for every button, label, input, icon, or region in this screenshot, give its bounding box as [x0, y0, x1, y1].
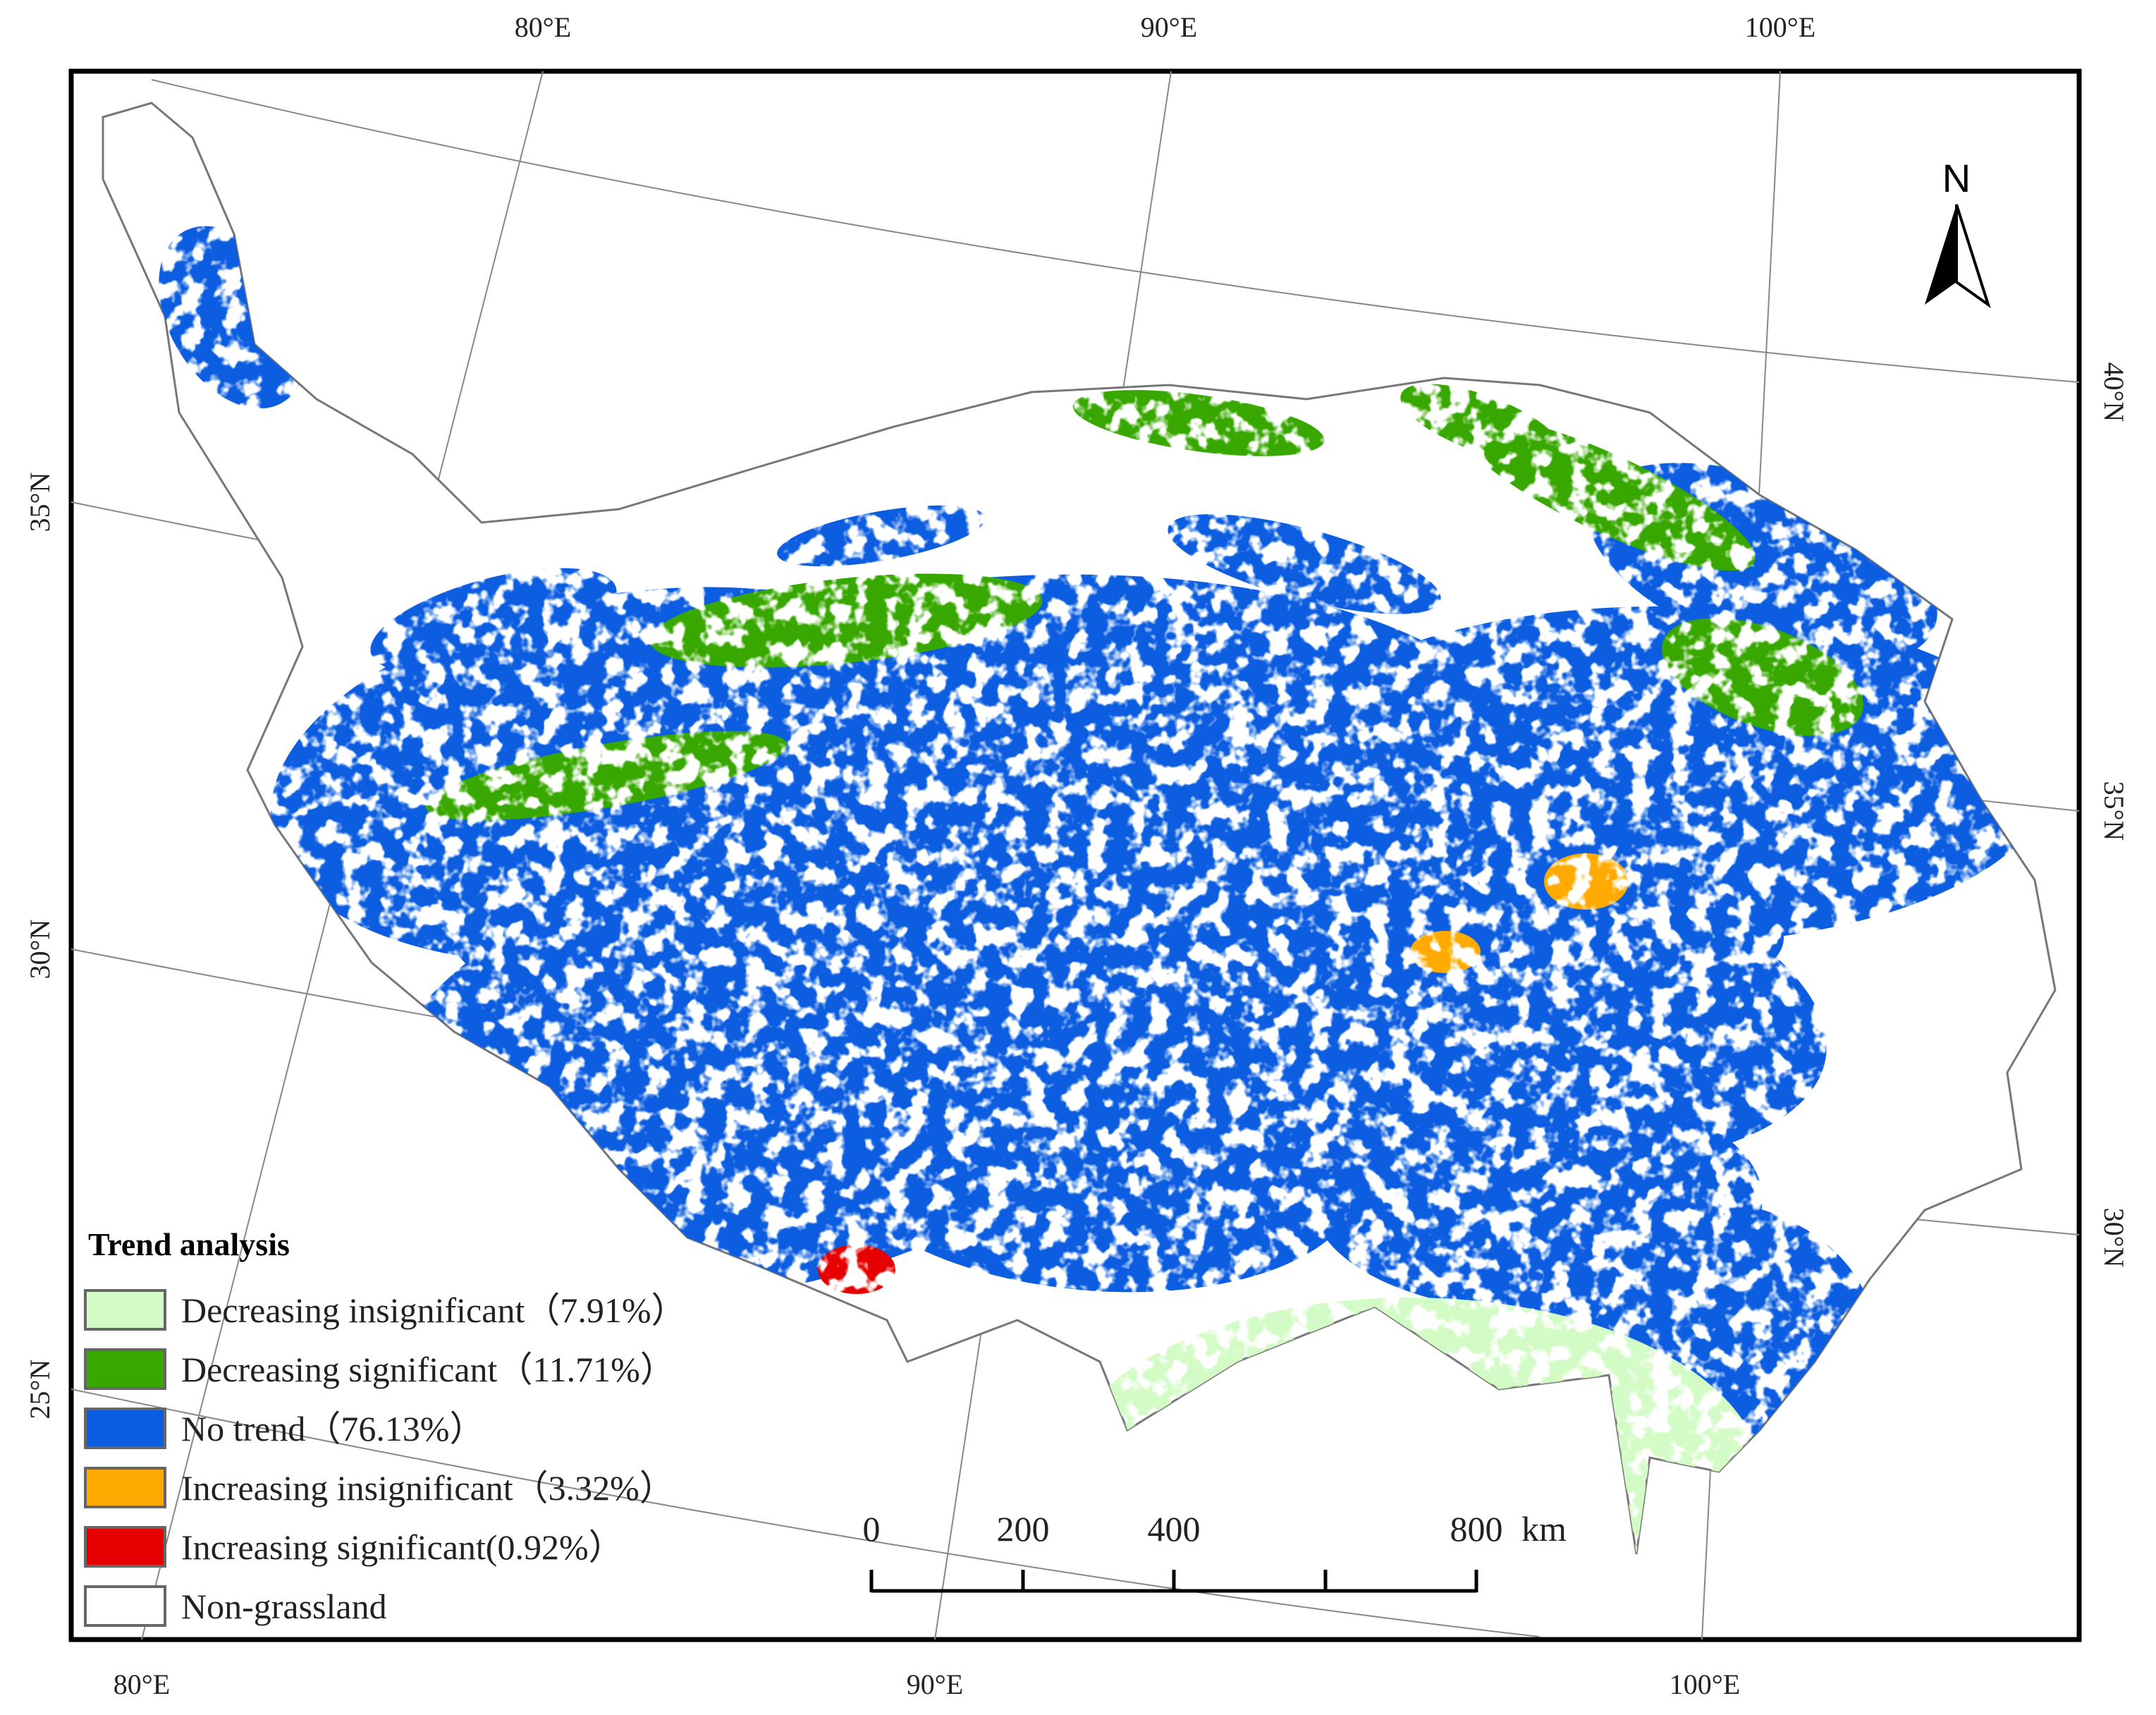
raster-patch: [1530, 881, 1784, 994]
scale-unit: km: [1521, 1509, 1567, 1549]
graticule-label: 90°E: [907, 1668, 963, 1700]
graticule-label: 35°N: [24, 472, 56, 532]
graticule-label: 30°N: [2098, 1208, 2130, 1268]
graticule-label: 100°E: [1670, 1668, 1740, 1700]
legend-label: Decreasing significant（11.71%）: [181, 1350, 675, 1389]
scale-label: 200: [997, 1509, 1050, 1549]
graticule-label: 30°N: [24, 920, 56, 979]
north-label: N: [1942, 156, 1971, 200]
legend-swatch: [84, 1467, 166, 1508]
raster-patch: [1410, 931, 1481, 973]
legend-label: Decreasing insignificant（7.91%）: [181, 1290, 686, 1330]
graticule-label: 40°N: [2098, 362, 2130, 422]
legend-label: No trend（76.13%）: [181, 1409, 485, 1448]
raster-patch: [425, 731, 788, 821]
raster-patch: [370, 568, 617, 673]
graticule-label: 25°N: [24, 1360, 56, 1420]
graticule-label: 90°E: [1141, 11, 1197, 43]
graticule-label: 80°E: [515, 11, 571, 43]
legend-swatch: [84, 1585, 166, 1627]
legend-label: Increasing significant(0.92%）: [181, 1527, 624, 1567]
graticule-label: 100°E: [1745, 11, 1815, 43]
legend: Trend analysis Decreasing insignificant（…: [84, 1226, 686, 1627]
raster-patch: [1168, 514, 1441, 614]
raster-patch: [1072, 390, 1325, 456]
raster-patch: [649, 573, 1043, 668]
legend-swatch: [84, 1348, 166, 1390]
raster-patch: [777, 505, 986, 567]
raster-patch: [1400, 384, 1561, 463]
scale-label: 0: [863, 1509, 881, 1549]
graticule-label: 80°E: [114, 1668, 170, 1700]
north-arrow: N: [1925, 156, 1991, 309]
raster-patch: [818, 1245, 895, 1294]
graticule-label: 35°N: [2098, 781, 2130, 841]
raster-patch: [1662, 618, 1863, 736]
scale-bar: [869, 1570, 1478, 1593]
legend-swatch: [84, 1289, 166, 1331]
scale-label: 800: [1450, 1509, 1503, 1549]
legend-label: Non-grassland: [181, 1587, 387, 1626]
legend-swatch: [84, 1526, 166, 1568]
legend-title: Trend analysis: [88, 1226, 290, 1262]
scale-label: 400: [1148, 1509, 1201, 1549]
raster-patch: [1544, 853, 1629, 910]
raster-patch: [826, 1035, 1360, 1293]
raster-patch: [1311, 1086, 1763, 1312]
legend-label: Increasing insignificant（3.32%）: [181, 1468, 675, 1508]
legend-swatch: [84, 1408, 166, 1449]
